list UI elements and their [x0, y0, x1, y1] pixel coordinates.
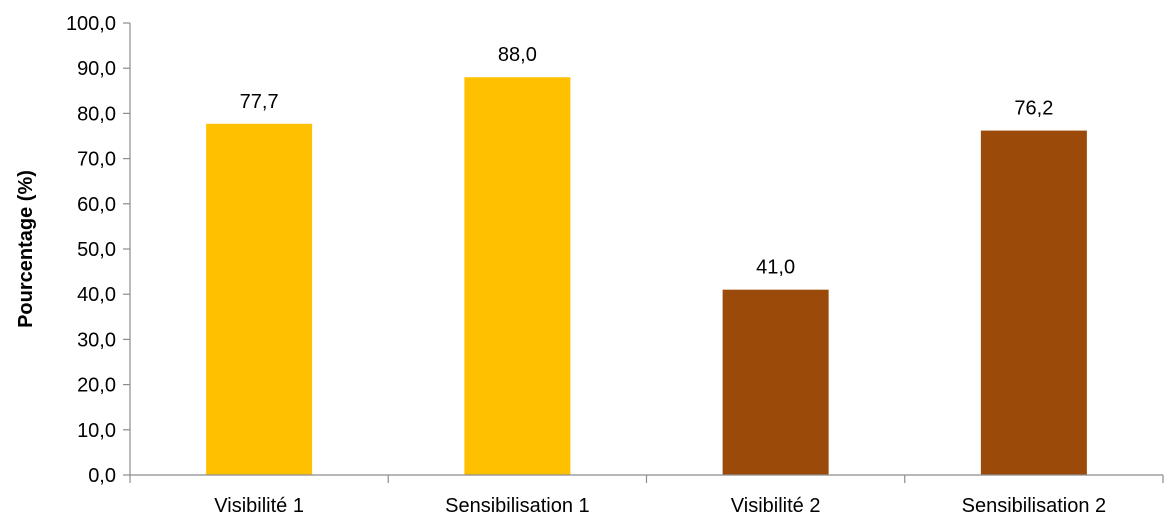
data-labels: 77,7 88,0 41,0 76,2 [240, 44, 1054, 278]
x-category-label: Sensibilisation 2 [962, 495, 1107, 517]
bar [206, 123, 313, 476]
x-category-label: Sensibilisation 1 [445, 495, 590, 517]
y-tick-label: 0,0 [88, 465, 116, 487]
x-category-label: Visibilité 1 [214, 495, 304, 517]
y-tick-label: 70,0 [77, 149, 116, 171]
x-category-label: Visibilité 2 [731, 495, 821, 517]
bar [980, 130, 1087, 476]
y-tick-label: 60,0 [77, 194, 116, 216]
y-tick-label: 80,0 [77, 103, 116, 125]
bar-value-label: 77,7 [240, 91, 279, 113]
bar [722, 289, 829, 475]
bar-value-label: 41,0 [756, 257, 795, 279]
bar-value-label: 88,0 [498, 44, 537, 66]
x-axis-ticks: Visibilité 1 Sensibilisation 1 Visibilité … [129, 475, 1164, 517]
bars [206, 77, 1087, 476]
y-tick-label: 30,0 [77, 329, 116, 351]
y-tick-label: 50,0 [77, 239, 116, 261]
y-axis-ticks: 0,0 10,0 20,0 30,0 40,0 50,0 60,0 70,0 80,0 90,0 1… [66, 13, 130, 487]
y-tick-label: 90,0 [77, 58, 116, 80]
bar [464, 77, 571, 476]
y-tick-label: 20,0 [77, 375, 116, 397]
y-tick-label: 100,0 [66, 13, 116, 35]
y-tick-label: 10,0 [77, 420, 116, 442]
y-tick-label: 40,0 [77, 284, 116, 306]
bar-value-label: 76,2 [1014, 98, 1053, 120]
y-axis-title: Pourcentage (%) [15, 170, 37, 328]
